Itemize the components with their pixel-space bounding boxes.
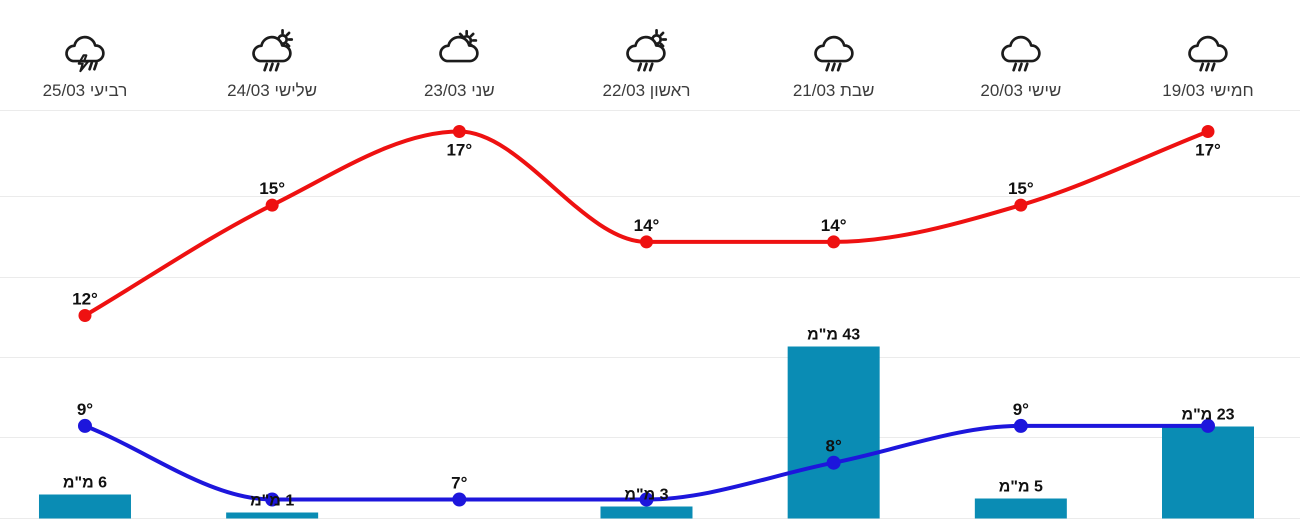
high-temp-point [452,125,466,138]
low-temp-point [1013,418,1028,433]
day-icon-wrap [1185,28,1231,74]
low-temp-label: 7° [451,474,467,493]
high-temp-point [265,198,279,212]
day-date: 19/03 [1162,81,1205,100]
day-date: 22/03 [602,81,646,100]
high-temp-label: 14° [634,216,660,235]
low-temp-label: 8° [826,437,842,456]
low-temp-point [265,492,280,507]
day-label: שלישי 24/03 [227,81,317,101]
low-temp-point [452,492,467,507]
day-name: ראשון [649,81,691,100]
high-temp-label: 15° [259,179,285,198]
day-name: שני [471,81,495,100]
day-icon-wrap [62,28,108,74]
day-column: חמישי 19/03 [1115,0,1300,110]
day-column: רביעי 25/03 [0,0,178,110]
precip-label: 23 מ"מ [1181,407,1234,424]
day-label: שישי 20/03 [980,81,1061,101]
low-temp-label: 9° [1013,400,1029,419]
day-name: שבת [840,81,875,100]
precip-bar [787,346,880,519]
high-temp-point [1201,125,1215,138]
precip-bar [974,498,1067,519]
day-icon-wrap [436,28,482,74]
low-temp-label: 9° [77,400,93,419]
day-icon-wrap [249,28,295,74]
rain-icon [1001,35,1041,72]
day-icon-wrap [811,28,857,74]
sun-cloud-rain-icon [252,28,294,72]
day-column: שבת 21/03 [741,0,927,110]
day-label: ראשון 22/03 [603,81,691,101]
sun-cloud-rain-icon [626,28,668,72]
high-temp-point [1014,198,1028,212]
day-column: שני 23/03 [366,0,552,110]
high-temp-point [827,235,841,249]
day-column: ראשון 22/03 [553,0,739,110]
day-date: 23/03 [423,81,467,100]
high-temp-label: 14° [821,216,847,235]
day-date: 24/03 [227,81,270,100]
high-temp-label: 12° [72,290,98,309]
rain-icon [813,35,854,72]
day-icon-wrap [998,28,1044,74]
thunderstorm-icon [65,35,105,73]
day-name: שלישי [274,81,318,100]
day-date: 25/03 [42,81,86,100]
day-date: 21/03 [792,81,836,100]
high-temp-label: 15° [1008,179,1034,198]
day-label: שני 23/03 [424,81,495,101]
high-temp-label: 17° [1195,141,1221,160]
precip-bar [1162,426,1254,519]
precip-label: 5 מ"מ [999,479,1043,496]
day-date: 20/03 [980,81,1023,100]
partly-cloudy-icon [439,29,479,63]
precip-label: 3 מ"מ [624,487,668,504]
day-column: שישי 20/03 [928,0,1114,110]
precip-bar [38,494,131,519]
day-column: שלישי 24/03 [179,0,365,110]
high-temp-label: 17° [446,141,472,160]
day-label: רביעי 25/03 [43,81,128,101]
high-temp-point [639,235,653,249]
precip-bar [600,506,693,519]
high-temp-point [78,309,92,322]
low-temp-point [639,492,654,507]
rain-icon [1188,35,1228,72]
day-name: חמישי [1209,81,1254,100]
precip-label: 43 מ"מ [807,327,860,344]
low-temp-point [77,418,92,433]
day-label: שבת 21/03 [793,81,875,101]
day-name: רביעי [89,81,128,100]
low-temp-point [826,455,841,470]
precip-label: 1 מ"מ [250,493,294,510]
day-label: חמישי 19/03 [1162,81,1253,101]
day-name: שישי [1027,81,1062,100]
precip-bar [226,512,319,519]
low-temp-point [1201,418,1215,433]
precip-label: 6 מ"מ [63,475,107,492]
day-icon-wrap [623,28,669,74]
